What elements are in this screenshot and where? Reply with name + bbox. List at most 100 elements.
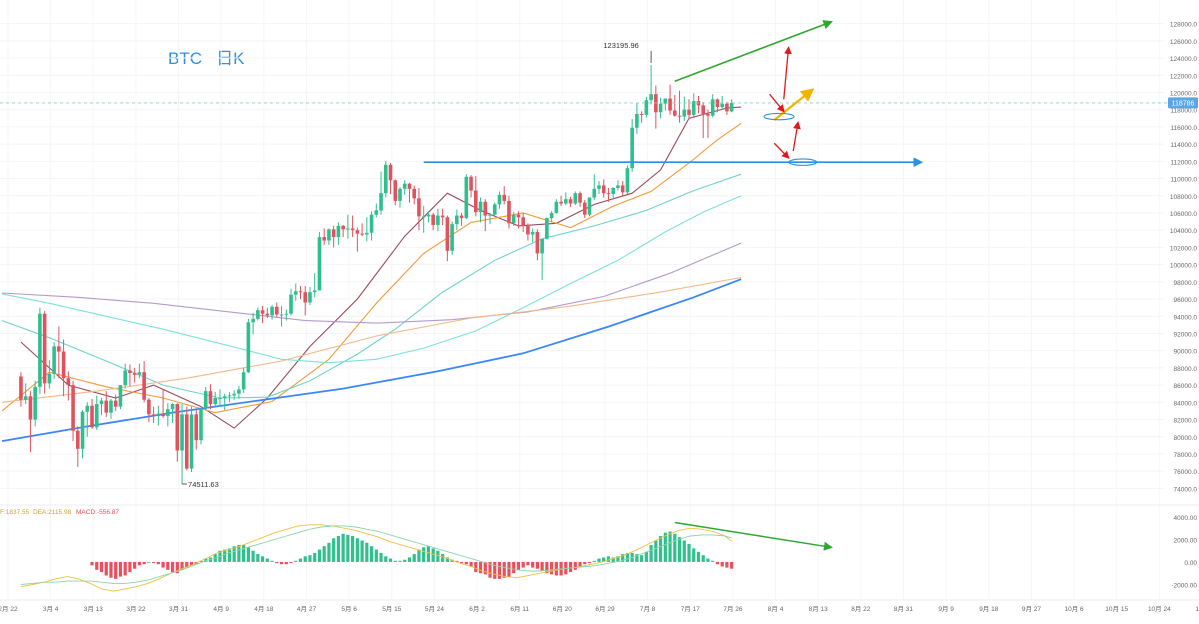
candle bbox=[76, 426, 80, 467]
candle-body bbox=[663, 98, 668, 104]
candle-body bbox=[644, 100, 649, 115]
macd-histogram-bar bbox=[369, 546, 374, 562]
candle bbox=[402, 180, 407, 195]
price-tick-label: 124000.0 bbox=[1170, 56, 1197, 63]
candle-body bbox=[587, 197, 592, 215]
candle bbox=[90, 398, 94, 430]
candle bbox=[322, 228, 326, 245]
candle bbox=[279, 305, 284, 327]
macd-histogram-bar bbox=[251, 550, 255, 562]
candle bbox=[232, 390, 236, 400]
candle-body bbox=[478, 201, 483, 213]
candle-body bbox=[208, 391, 213, 405]
candle bbox=[23, 383, 28, 405]
macd-histogram-bar bbox=[275, 561, 279, 564]
price-tick-label: 120000.0 bbox=[1170, 90, 1197, 97]
macd-histogram-bar bbox=[502, 561, 506, 578]
candle-body bbox=[66, 378, 71, 386]
candle-body bbox=[33, 386, 37, 420]
macd-histogram-bar bbox=[303, 556, 307, 562]
candle-body bbox=[393, 180, 398, 201]
candle-body bbox=[57, 346, 61, 352]
macd-histogram-bar bbox=[658, 536, 663, 562]
macd-histogram-bar bbox=[341, 533, 345, 562]
price-tick-label: 104000.0 bbox=[1170, 228, 1197, 235]
candle-body bbox=[445, 217, 450, 251]
candle bbox=[663, 98, 668, 111]
candle-body bbox=[497, 194, 502, 205]
candle bbox=[564, 192, 568, 206]
macd-histogram-bar bbox=[682, 540, 686, 562]
macd-histogram-bar bbox=[313, 552, 317, 562]
macd-histogram-bar bbox=[531, 561, 535, 568]
candle-body bbox=[47, 373, 52, 384]
price-tick-label: 82000.0 bbox=[1174, 418, 1198, 425]
macd-histogram-bar bbox=[327, 542, 331, 562]
macd-histogram-bar bbox=[526, 561, 530, 566]
candle bbox=[677, 90, 682, 123]
time-tick-label: 4月 27 bbox=[297, 605, 317, 613]
candle bbox=[597, 181, 601, 195]
price-tick-label: 86000.0 bbox=[1174, 383, 1198, 390]
macd-histogram-bar bbox=[512, 561, 516, 574]
candle-body bbox=[564, 199, 568, 204]
candle bbox=[42, 311, 47, 394]
macd-histogram-bar bbox=[597, 558, 601, 562]
candle-body bbox=[80, 411, 85, 449]
candle bbox=[469, 175, 473, 198]
candle-body bbox=[218, 398, 222, 400]
macd-histogram-bar bbox=[284, 561, 288, 565]
macd-histogram-bar bbox=[497, 561, 502, 579]
candle-body bbox=[237, 389, 241, 394]
macd-histogram-bar bbox=[649, 545, 653, 562]
macd-histogram-bar bbox=[663, 532, 667, 562]
candle bbox=[275, 302, 279, 318]
macd-histogram-bar bbox=[90, 561, 94, 566]
price-tick-label: 76000.0 bbox=[1174, 469, 1198, 476]
time-tick-label: 10月 15 bbox=[1105, 605, 1128, 613]
candle bbox=[28, 391, 33, 453]
candle bbox=[346, 214, 350, 239]
macd-histogram-bar bbox=[223, 549, 227, 562]
candle bbox=[616, 180, 620, 191]
red-arrow bbox=[792, 121, 801, 152]
candle bbox=[682, 96, 687, 121]
time-tick-label: 8月 22 bbox=[851, 605, 871, 613]
time-tick-label: 9月 9 bbox=[938, 605, 954, 613]
candle-body bbox=[118, 385, 123, 407]
moving-average-line bbox=[20, 106, 742, 429]
red-arrow bbox=[773, 142, 790, 159]
candle bbox=[19, 372, 23, 407]
candle-body bbox=[189, 414, 194, 469]
candle-body bbox=[658, 103, 663, 113]
candle-body bbox=[582, 202, 587, 215]
candle bbox=[426, 211, 431, 223]
macd-histogram-bar bbox=[407, 557, 412, 562]
candle bbox=[635, 102, 639, 134]
candle bbox=[521, 212, 525, 232]
price-tick-label: 126000.0 bbox=[1170, 39, 1197, 46]
macd-histogram-bar bbox=[625, 552, 630, 562]
candle-body bbox=[535, 231, 540, 254]
candle-body bbox=[379, 193, 383, 211]
macd-tick-label: 4000.00 bbox=[1174, 515, 1198, 522]
macd-histogram-bar bbox=[469, 561, 473, 567]
candle bbox=[222, 393, 227, 411]
candle bbox=[38, 307, 42, 394]
time-tick-label: 7月 8 bbox=[640, 605, 656, 613]
candle-body bbox=[161, 413, 165, 417]
candle bbox=[474, 175, 478, 217]
candle-body bbox=[649, 94, 653, 101]
candle bbox=[687, 99, 691, 120]
candle bbox=[497, 191, 502, 209]
candle-body bbox=[455, 215, 459, 225]
candle-body bbox=[549, 212, 554, 219]
candle bbox=[194, 409, 199, 450]
macd-dif-line bbox=[20, 524, 732, 592]
candle-body bbox=[71, 385, 75, 431]
price-tick-label: 108000.0 bbox=[1170, 194, 1197, 201]
candle-body bbox=[530, 231, 535, 235]
macd-histogram-bar bbox=[701, 555, 705, 562]
candle-body bbox=[284, 313, 289, 315]
candle bbox=[189, 406, 194, 473]
